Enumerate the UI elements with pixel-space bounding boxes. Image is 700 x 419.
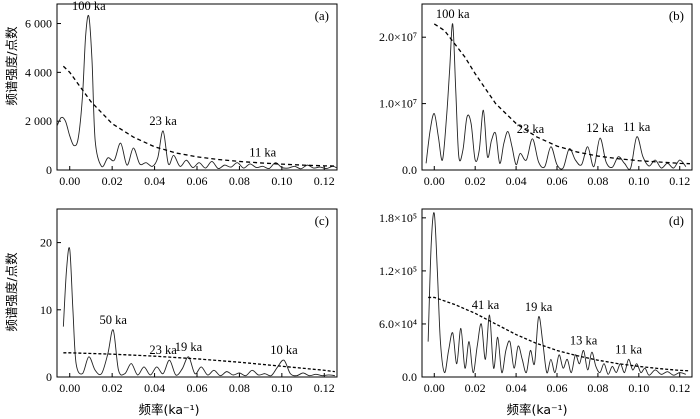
y-axis-label-top: 频谱强度/点数 bbox=[4, 26, 19, 106]
x-tick-label: 0.04 bbox=[144, 381, 165, 395]
peak-label: 10 ka bbox=[270, 343, 298, 357]
peak-label: 19 ka bbox=[525, 300, 553, 314]
panel-b: 0.00 0.02 0.04 0.06 0.08 0.10 0.12 0.0 1.0×10⁷ 2.… bbox=[379, 3, 693, 188]
peak-label: 12 ka bbox=[586, 121, 614, 135]
x-tick-label: 0.00 bbox=[59, 381, 80, 395]
y-tick-label: 1.8×10⁵ bbox=[379, 211, 417, 225]
y-tick-label: 2.0×10⁷ bbox=[379, 30, 417, 44]
x-tick-label: 0.02 bbox=[465, 174, 486, 188]
peak-label: 11 ka bbox=[623, 120, 650, 134]
x-tick-label: 0.00 bbox=[424, 174, 445, 188]
peak-label: 11 ka bbox=[615, 342, 642, 356]
y-tick-label: 0 bbox=[46, 163, 52, 177]
x-axis-label-left: 频率(ka⁻¹) bbox=[138, 402, 199, 417]
x-tick-label: 0.12 bbox=[669, 174, 690, 188]
y-tick-label: 0.0 bbox=[402, 370, 417, 384]
y-axis-label-bottom: 频谱强度/点数 bbox=[4, 252, 19, 332]
x-tick-label: 0.10 bbox=[628, 381, 649, 395]
spectrum-line bbox=[62, 247, 335, 377]
x-tick-label: 0.06 bbox=[547, 381, 568, 395]
peak-label: 41 ka bbox=[472, 298, 500, 312]
red-noise-line bbox=[63, 352, 335, 373]
x-tick-label: 0.02 bbox=[102, 381, 123, 395]
plot-frame bbox=[421, 208, 693, 378]
panel-a: 0.00 0.02 0.04 0.06 0.08 0.10 0.12 0 2 000 4 000 6… bbox=[25, 0, 338, 188]
plot-frame bbox=[56, 3, 338, 171]
y-tick-label: 1.0×10⁷ bbox=[379, 97, 417, 111]
spectrum-line bbox=[427, 212, 687, 376]
y-tick-label: 1.2×10⁵ bbox=[379, 264, 417, 278]
y-tick-label: 0 bbox=[46, 370, 52, 384]
x-tick-label: 0.04 bbox=[506, 381, 527, 395]
x-axis-label-right: 频率(ka⁻¹) bbox=[506, 402, 567, 417]
panel-label: (d) bbox=[669, 213, 684, 228]
x-tick-label: 0.10 bbox=[628, 174, 649, 188]
x-tick-label: 0.04 bbox=[144, 174, 165, 188]
x-tick-label: 0.06 bbox=[187, 174, 208, 188]
x-tick-label: 0.08 bbox=[587, 174, 608, 188]
x-tick-label: 0.02 bbox=[465, 381, 486, 395]
x-tick-label: 0.00 bbox=[59, 174, 80, 188]
peak-label: 23 ka bbox=[149, 114, 177, 128]
x-tick-label: 0.12 bbox=[669, 381, 690, 395]
panel-label: (a) bbox=[315, 8, 329, 23]
red-noise-line bbox=[428, 296, 690, 372]
x-tick-label: 0.12 bbox=[314, 174, 335, 188]
peak-label: 100 ka bbox=[436, 7, 470, 21]
x-tick-label: 0.06 bbox=[187, 381, 208, 395]
panel-label: (b) bbox=[669, 8, 684, 23]
y-tick-label: 6 000 bbox=[25, 17, 52, 31]
panel-c: 0.00 0.02 0.04 0.06 0.08 0.10 0.12 0 10 20 50 ka 23… bbox=[40, 208, 338, 395]
spectrum-line bbox=[57, 14, 337, 170]
panel-label: (c) bbox=[315, 213, 329, 228]
peak-label: 13 ka bbox=[570, 333, 598, 347]
x-tick-label: 0.12 bbox=[314, 381, 335, 395]
peak-label: 100 ka bbox=[72, 0, 106, 13]
x-tick-label: 0.00 bbox=[424, 381, 445, 395]
peak-label: 23 ka bbox=[149, 343, 177, 357]
x-tick-label: 0.02 bbox=[102, 174, 123, 188]
peak-label: 23 ka bbox=[517, 122, 545, 136]
x-tick-label: 0.10 bbox=[271, 381, 292, 395]
plot-frame bbox=[421, 3, 693, 171]
red-noise-line bbox=[62, 65, 337, 167]
y-tick-label: 10 bbox=[40, 303, 52, 317]
x-tick-label: 0.06 bbox=[547, 174, 568, 188]
panel-d: 0.00 0.02 0.04 0.06 0.08 0.10 0.12 0.0 6.0×10⁴ 1.… bbox=[379, 208, 693, 395]
peak-label: 19 ka bbox=[175, 340, 203, 354]
x-tick-label: 0.08 bbox=[587, 381, 608, 395]
x-tick-label: 0.08 bbox=[229, 174, 250, 188]
x-tick-label: 0.04 bbox=[506, 174, 527, 188]
y-tick-label: 4 000 bbox=[25, 65, 52, 79]
spectrum-line bbox=[425, 23, 687, 170]
y-tick-label: 20 bbox=[40, 236, 52, 250]
red-noise-line bbox=[433, 23, 690, 165]
peak-label: 11 ka bbox=[249, 146, 276, 160]
y-tick-label: 6.0×10⁴ bbox=[379, 317, 417, 331]
peak-label: 50 ka bbox=[99, 313, 127, 327]
y-tick-label: 0.0 bbox=[402, 163, 417, 177]
y-tick-label: 2 000 bbox=[25, 114, 52, 128]
x-tick-label: 0.10 bbox=[271, 174, 292, 188]
x-tick-label: 0.08 bbox=[229, 381, 250, 395]
